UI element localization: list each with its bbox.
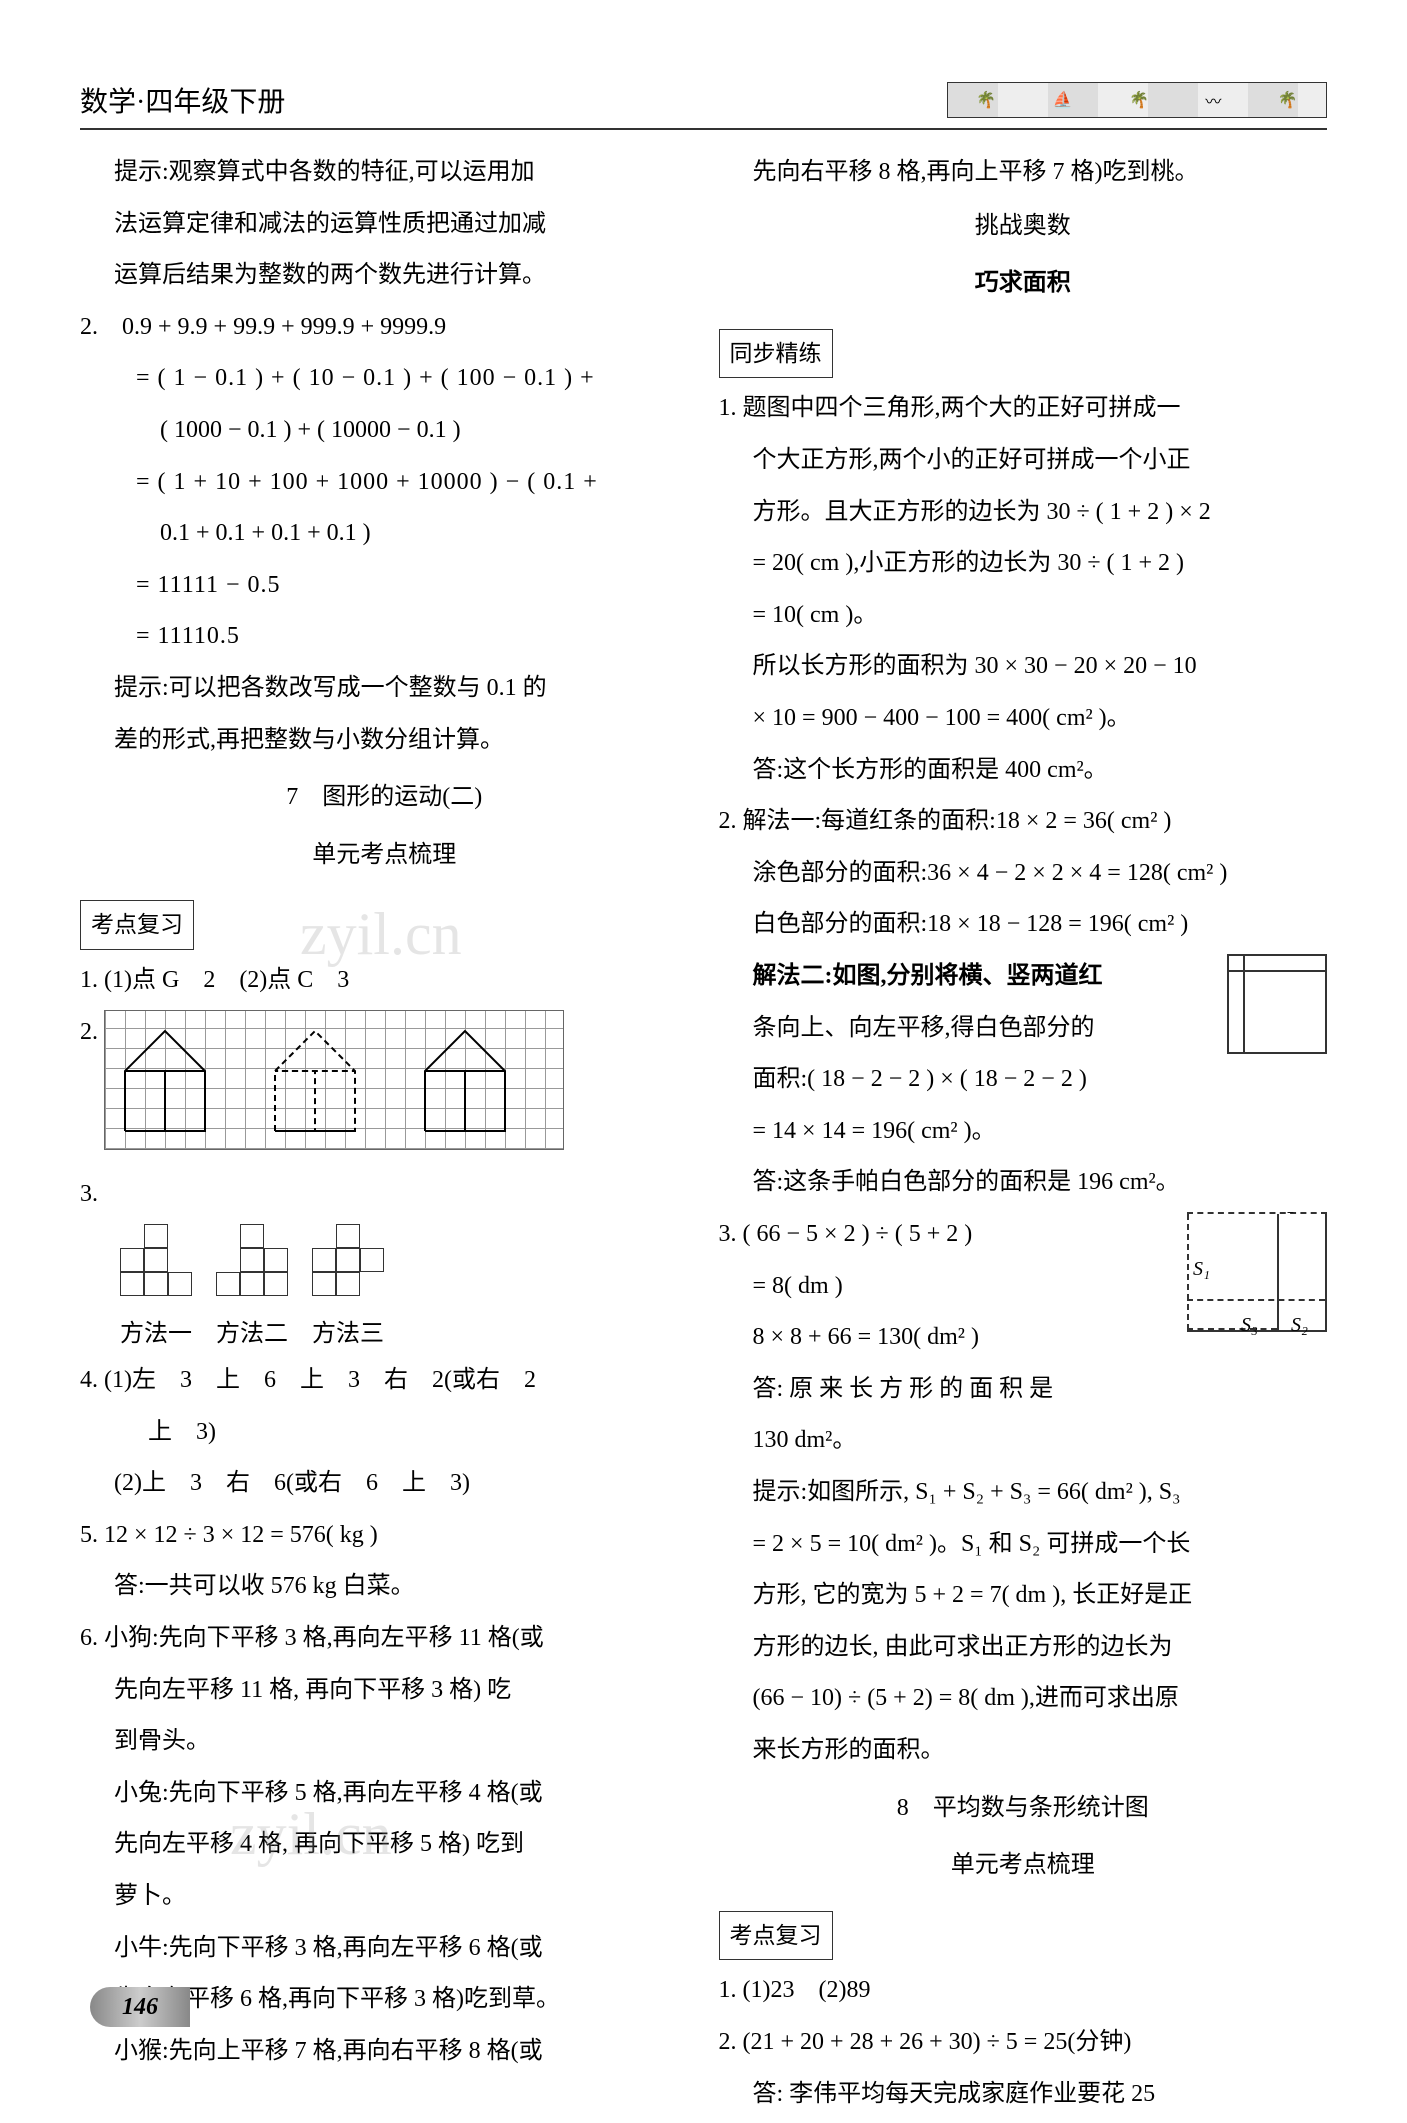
q3-block: 5 2 S₁ S₂ S₃ 3. ( 66 − 5 × 2 ) ÷ ( 5 + 2… [719, 1212, 1328, 1418]
grid-shapes-svg [105, 1011, 565, 1151]
answer-line: = 14 × 14 = 196( cm² )。 [719, 1109, 1328, 1155]
equation-line: = 11110.5 [80, 614, 689, 660]
answer-line: 答: 李伟平均每天完成家庭作业要花 25 [719, 2072, 1328, 2118]
answer-3-row: 3. [80, 1172, 689, 1218]
header-decoration: 🌴 ⛵ 🌴 〰 🌴 [947, 82, 1327, 118]
right-column: 先向右平移 8 格,再向上平移 7 格)吃到桃。 挑战奥数 巧求面积 同步精练 … [719, 150, 1328, 2123]
answer-line: 白色部分的面积:18 × 18 − 128 = 196( cm² ) [719, 902, 1328, 948]
page-number-badge: 146 [90, 1987, 190, 2027]
equation-line: = ( 1 − 0.1 ) + ( 10 − 0.1 ) + ( 100 − 0… [80, 356, 689, 402]
challenge-title: 挑战奥数 [719, 204, 1328, 250]
answer-line: 130 dm²。 [719, 1418, 1328, 1464]
diagram-label: S₂ [1291, 1306, 1308, 1344]
answer-line: 萝卜。 [80, 1874, 689, 1920]
answer-line: 涂色部分的面积:36 × 4 − 2 × 2 × 4 = 128( cm² ) [719, 851, 1328, 897]
left-column: 提示:观察算式中各数的特征,可以运用加 法运算定律和减法的运算性质把通过加减 运… [80, 150, 689, 2123]
wave-icon: 〰 [1205, 88, 1221, 112]
answer-line: 1. (1)23 (2)89 [719, 1968, 1328, 2014]
q2-label: 2. [80, 1019, 98, 1045]
answer-line: 到骨头。 [80, 1719, 689, 1765]
page-header: 数学·四年级下册 🌴 ⛵ 🌴 〰 🌴 [80, 80, 1327, 130]
answer-2-row: 2. [80, 1010, 689, 1167]
answer-line: 1. (1)点 G 2 (2)点 C 3 [80, 958, 689, 1004]
bold-text: 解法二:如图,分别将横、竖两道红 [753, 963, 1103, 989]
answer-line: = 10( cm )。 [719, 593, 1328, 639]
method-1: 方法一 [120, 1224, 192, 1358]
answer-line: 先向右平移 8 格,再向上平移 7 格)吃到桃。 [719, 150, 1328, 196]
answer-line: 个大正方形,两个小的正好可拼成一个小正 [719, 438, 1328, 484]
section-title: 7 图形的运动(二) [80, 775, 689, 821]
answer-line: 面积:( 18 − 2 − 2 ) × ( 18 − 2 − 2 ) [719, 1057, 1328, 1103]
diagram-label: S₃ [1241, 1306, 1258, 1344]
challenge-subtitle: 巧求面积 [719, 261, 1328, 307]
content-columns: 提示:观察算式中各数的特征,可以运用加 法运算定律和减法的运算性质把通过加减 运… [80, 150, 1327, 2123]
equation-line: ( 1000 − 0.1 ) + ( 10000 − 0.1 ) [80, 408, 689, 454]
palm-icon: 🌴 [1129, 90, 1149, 110]
hint-text: (66 − 10) ÷ (5 + 2) = 8( dm ),进而可求出原 [719, 1676, 1328, 1722]
section-subtitle: 单元考点梳理 [80, 833, 689, 879]
answer-line: 方形。且大正方形的边长为 30 ÷ ( 1 + 2 ) × 2 [719, 490, 1328, 536]
equation-line: = ( 1 + 10 + 100 + 1000 + 10000 ) − ( 0.… [80, 460, 689, 506]
sync-practice-label: 同步精练 [719, 329, 833, 379]
grid-shift-diagram [1227, 954, 1327, 1054]
hint-text: = 2 × 5 = 10( dm² )。S₁ 和 S₂ 可拼成一个长 [719, 1522, 1328, 1568]
answer-line: 答:一共可以收 576 kg 白菜。 [80, 1564, 689, 1610]
equation-line: 2. 0.9 + 9.9 + 99.9 + 999.9 + 9999.9 [80, 305, 689, 351]
q3-label: 3. [80, 1181, 98, 1207]
answer-line: × 10 = 900 − 400 − 100 = 400( cm² )。 [719, 696, 1328, 742]
hint-text: 方形的边长, 由此可求出正方形的边长为 [719, 1625, 1328, 1671]
q2-method2-block: 解法二:如图,分别将横、竖两道红 条向上、向左平移,得白色部分的 面积:( 18… [719, 954, 1328, 1109]
section-subtitle: 单元考点梳理 [719, 1843, 1328, 1889]
boat-icon: ⛵ [1053, 90, 1073, 110]
palm-icon: 🌴 [976, 90, 996, 110]
hint-text: 运算后结果为整数的两个数先进行计算。 [80, 253, 689, 299]
answer-line: 小猴:先向上平移 7 格,再向右平移 8 格(或 [80, 2029, 689, 2075]
rectangle-area-diagram: 5 2 S₁ S₂ S₃ [1187, 1212, 1327, 1332]
answer-line: 6. 小狗:先向下平移 3 格,再向左平移 11 格(或 [80, 1616, 689, 1662]
answer-line: 答: 原 来 长 方 形 的 面 积 是 [719, 1367, 1328, 1413]
palm-icon: 🌴 [1278, 90, 1298, 110]
method-label: 方法一 [120, 1312, 192, 1358]
hint-text: 来长方形的面积。 [719, 1728, 1328, 1774]
section-title: 8 平均数与条形统计图 [719, 1786, 1328, 1832]
method-label: 方法二 [216, 1312, 288, 1358]
hint-text: 差的形式,再把整数与小数分组计算。 [80, 718, 689, 764]
diagram-label: 5 [1287, 1212, 1297, 1226]
header-title: 数学·四年级下册 [80, 80, 285, 120]
answer-line: 5. 12 × 12 ÷ 3 × 12 = 576( kg ) [80, 1513, 689, 1559]
equation-line: 0.1 + 0.1 + 0.1 + 0.1 ) [80, 511, 689, 557]
method-figures: 方法一 方法二 [120, 1224, 689, 1358]
method-label: 方法三 [312, 1312, 384, 1358]
method-3: 方法三 [312, 1224, 384, 1358]
review-box-label: 考点复习 [80, 900, 194, 950]
answer-line: 小牛:先向下平移 3 格,再向左平移 6 格(或 [80, 1926, 689, 1972]
answer-line: 2. (21 + 20 + 28 + 26 + 30) ÷ 5 = 25(分钟) [719, 2020, 1328, 2066]
grid-shapes-figure [104, 1010, 564, 1167]
answer-line: 小兔:先向下平移 5 格,再向左平移 4 格(或 [80, 1771, 689, 1817]
hint-text: 方形, 它的宽为 5 + 2 = 7( dm ), 长正好是正 [719, 1573, 1328, 1619]
hint-text: 提示:可以把各数改写成一个整数与 0.1 的 [80, 666, 689, 712]
diagram-label: S₁ [1193, 1250, 1210, 1288]
answer-line: 2. 解法一:每道红条的面积:18 × 2 = 36( cm² ) [719, 799, 1328, 845]
answer-line: 答:这条手帕白色部分的面积是 196 cm²。 [719, 1160, 1328, 1206]
answer-line: 先向左平移 4 格, 再向下平移 5 格) 吃到 [80, 1822, 689, 1868]
equation-line: = 11111 − 0.5 [80, 563, 689, 609]
hint-text: 提示:观察算式中各数的特征,可以运用加 [80, 150, 689, 196]
answer-line: = 20( cm ),小正方形的边长为 30 ÷ ( 1 + 2 ) [719, 541, 1328, 587]
hint-text: 提示:如图所示, S₁ + S₂ + S₃ = 66( dm² ), S₃ [719, 1470, 1328, 1516]
method-2: 方法二 [216, 1224, 288, 1358]
answer-line: (2)上 3 右 6(或右 6 上 3) [80, 1461, 689, 1507]
answer-line: 所以长方形的面积为 30 × 30 − 20 × 20 − 10 [719, 644, 1328, 690]
answer-line: 上 3) [80, 1410, 689, 1456]
hint-text: 法运算定律和减法的运算性质把通过加减 [80, 202, 689, 248]
page-number: 146 [122, 1994, 158, 2021]
answer-line: 1. 题图中四个三角形,两个大的正好可拼成一 [719, 386, 1328, 432]
review-box-label: 考点复习 [719, 1911, 833, 1961]
answer-line: 4. (1)左 3 上 6 上 3 右 2(或右 2 [80, 1358, 689, 1404]
answer-line: 先向左平移 11 格, 再向下平移 3 格) 吃 [80, 1668, 689, 1714]
answer-line: 答:这个长方形的面积是 400 cm²。 [719, 748, 1328, 794]
